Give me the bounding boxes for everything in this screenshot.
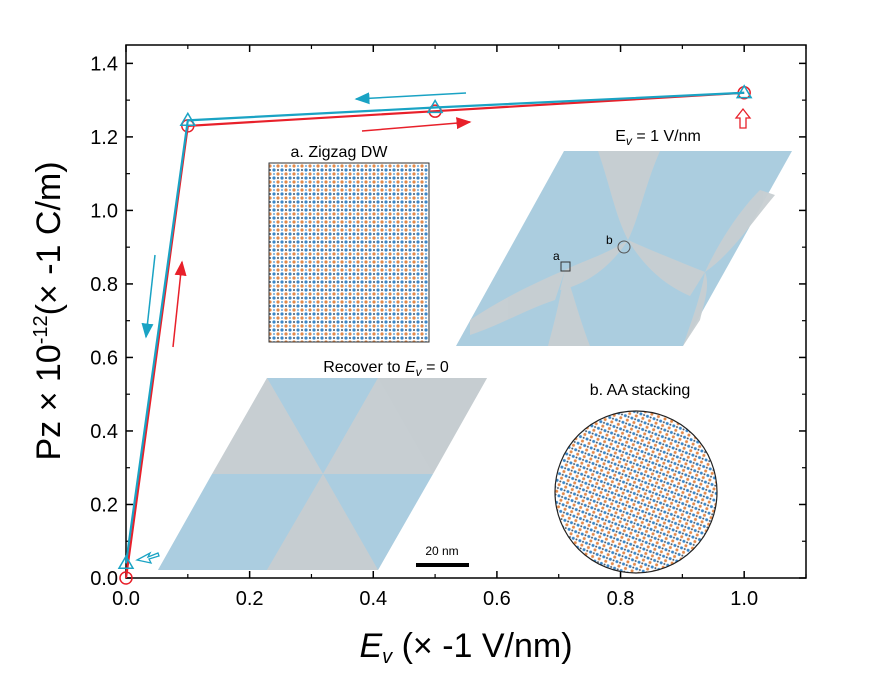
x-tick-label: 0.2 [236,588,264,610]
arrow-left-cyan [141,254,156,339]
arrow-top-cyan [354,92,467,105]
x-axis-title: Ev (× -1 V/nm) [359,627,572,668]
inset-field-image [456,151,792,346]
inset-field-label: Ev = 1 V/nm [615,128,701,148]
series-line-1 [124,91,745,564]
y-axis-ticks: 0.0 0.2 0.4 0.6 0.8 1.0 1.2 1.4 [90,53,806,590]
plot-frame [125,44,807,579]
x-tick-label: 0.8 [607,588,635,610]
arrow-left-red [172,260,187,348]
data-point-circle [119,571,133,585]
x-axis-ticks: 0.0 0.2 0.4 0.6 0.8 1.0 [112,45,807,610]
y-tick-label: 0.2 [90,494,118,516]
inset-aa-image [554,410,718,574]
data-series [117,84,753,585]
x-tick-label: 0.6 [483,588,511,610]
inset-field-suffix: = 1 V/nm [632,128,701,145]
y-tick-label: 0.8 [90,274,118,296]
data-point-triangle [179,111,197,127]
marker-b-circle [617,240,631,254]
y-tick-label: 0.0 [90,568,118,590]
x-tick-label: 1.0 [730,588,758,610]
scale-bar-label: 20 nm [425,544,458,558]
inset-recover-prefix: Recover to [323,359,405,376]
y-tick-label: 1.2 [90,127,118,149]
inset-recover-image [158,378,487,570]
x-tick-label: 0.0 [112,588,140,610]
y-tick-label: 1.4 [90,53,118,75]
marker-a-box [560,261,571,272]
y-axis-title-main: Pz × 10 [30,344,68,460]
x-axis-title-sub: v [382,646,393,668]
direction-arrows [135,92,752,564]
inset-recover-symbol: E [405,359,416,376]
x-tick-label: 0.4 [359,588,387,610]
x-axis-title-symbol: E [359,627,382,665]
inset-recover-label: Recover to Ev = 0 [323,359,449,379]
y-tick-label: 0.6 [90,347,118,369]
arrow-hollow-cyan [135,551,160,564]
data-point-triangle [426,99,444,114]
inset-recover-suffix: = 0 [422,359,449,376]
inset-field-symbol: E [615,128,626,145]
y-axis-title-exp: -12 [30,315,52,344]
series-line-0 [124,91,745,579]
y-axis-title-unit: (× -1 C/m) [30,161,68,315]
marker-b-label: b [606,233,613,247]
data-point-triangle [735,84,753,99]
x-axis-title-unit: (× -1 V/nm) [392,627,572,665]
y-axis-title: Pz × 10-12(× -1 C/m) [30,161,68,460]
y-tick-label: 1.0 [90,200,118,222]
y-tick-label: 0.4 [90,421,118,443]
inset-zigzag-image [268,162,430,343]
marker-a-label: a [553,249,560,263]
arrow-top-red [361,117,472,132]
inset-zigzag-label: a. Zigzag DW [291,144,389,161]
inset-field-sub: v [626,134,633,148]
data-point-triangle [117,554,135,569]
arrow-hollow-red [734,107,752,129]
inset-recover-sub: v [416,365,423,379]
inset-aa-label: b. AA stacking [590,382,691,399]
